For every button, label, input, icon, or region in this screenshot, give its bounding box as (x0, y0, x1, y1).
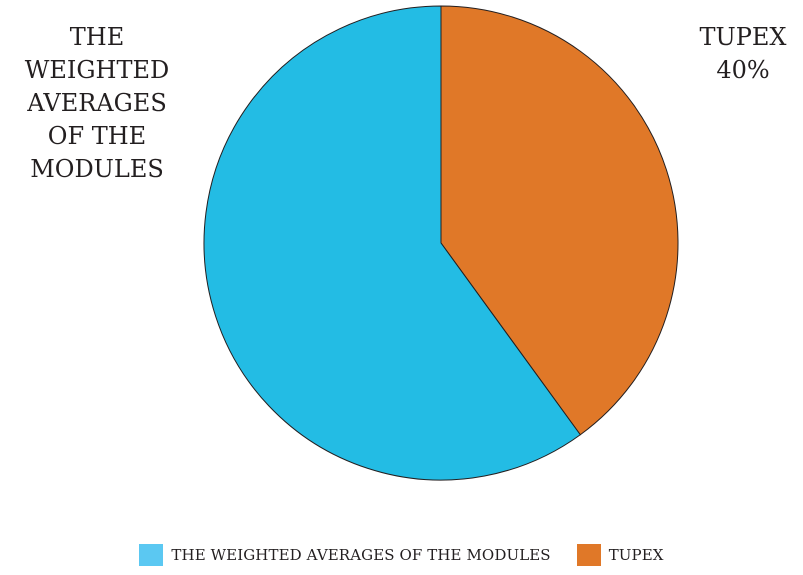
pie-label-tupex: TUPEX 40% (700, 23, 787, 84)
legend-label-weighted-averages: THE WEIGHTED AVERAGES OF THE MODULES (171, 546, 551, 564)
pie-label-weighted-averages-line: WEIGHTED (25, 56, 170, 84)
pie-label-weighted-averages-line: MODULES (30, 155, 164, 183)
legend-label-tupex: TUPEX (608, 546, 664, 564)
pie-label-tupex-line: TUPEX (700, 23, 787, 51)
pie-label-weighted-averages-line: AVERAGES (26, 89, 167, 117)
pie-label-tupex-line: 40% (716, 56, 769, 84)
pie-slice-weighted-averages (203, 5, 581, 481)
legend-entry-weighted-averages: THE WEIGHTED AVERAGES OF THE MODULES (139, 544, 551, 566)
legend-swatch-tupex (576, 544, 601, 566)
pie-slice-tupex (440, 5, 679, 436)
pie-label-weighted-averages: THE WEIGHTED AVERAGES OF THE MODULES (25, 23, 170, 183)
chart-legend: THE WEIGHTED AVERAGES OF THE MODULES TUP… (0, 544, 803, 566)
legend-entry-tupex: TUPEX (576, 544, 664, 566)
pie-label-weighted-averages-line: THE (70, 23, 124, 51)
legend-swatch-weighted-averages (139, 544, 164, 566)
pie-label-weighted-averages-line: OF THE (48, 122, 146, 150)
